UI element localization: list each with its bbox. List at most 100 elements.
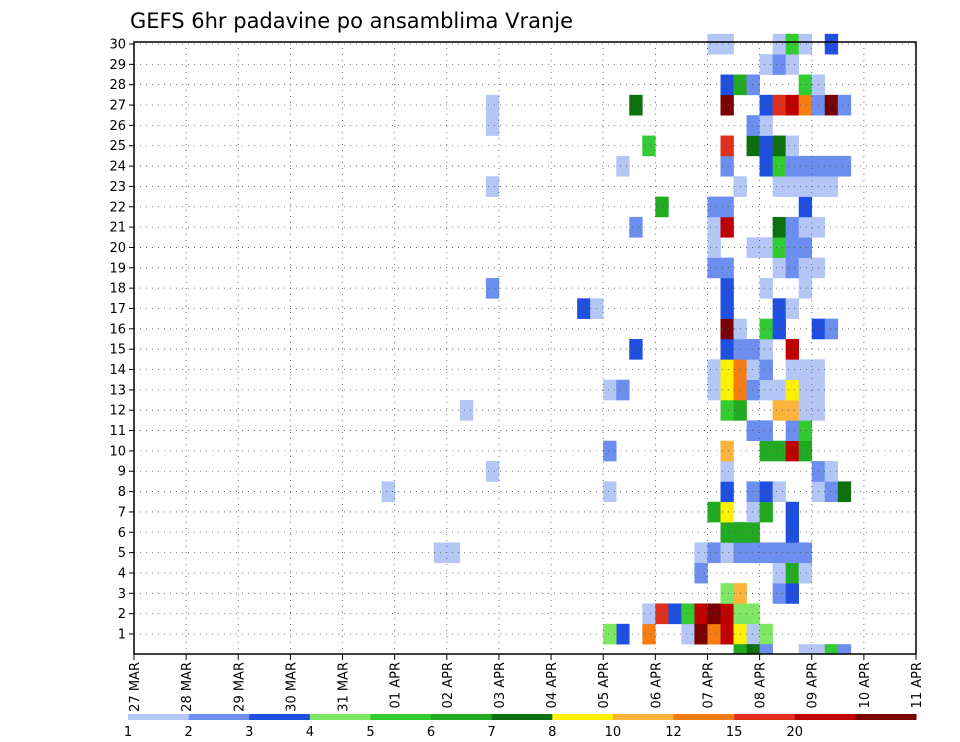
y-tick-label: 28 [109, 78, 126, 93]
heatmap-cell [629, 94, 643, 116]
heatmap-cell [772, 318, 786, 340]
heatmap-cell [759, 237, 773, 258]
colorbar-swatch [673, 714, 735, 720]
colorbar-swatch [734, 714, 796, 720]
heatmap-cell [759, 135, 773, 157]
heatmap-cell [772, 135, 786, 157]
heatmap-cell [603, 623, 617, 645]
y-tick-label: 19 [109, 261, 126, 276]
heatmap-cell [785, 94, 799, 116]
y-tick-label: 23 [109, 180, 126, 195]
y-tick-label: 10 [109, 444, 126, 459]
x-axis-ticks: 27 MAR 28 MAR 29 MAR 30 MAR 31 MAR 01 APR 02 A… [128, 654, 925, 712]
heatmap-cell [629, 216, 643, 238]
heatmap-cell [746, 542, 760, 564]
heatmap-cell [603, 481, 617, 503]
heatmap-cell [720, 379, 734, 401]
colorbar-swatch [794, 714, 856, 720]
heatmap-cell [746, 115, 760, 136]
heatmap-cell [798, 216, 813, 238]
heatmap-cell [772, 562, 786, 584]
heatmap-cell [707, 216, 721, 238]
heatmap-cell [381, 481, 395, 503]
colorbar-label: 4 [306, 725, 314, 740]
heatmap-cell [785, 501, 799, 523]
heatmap-cell [798, 196, 813, 218]
heatmap-cell [694, 623, 708, 645]
heatmap-cell [785, 440, 799, 462]
x-tick-label: 03 APR [493, 662, 508, 708]
heatmap-cell [824, 94, 839, 116]
heatmap-cell [746, 74, 760, 96]
heatmap-cell [759, 501, 773, 523]
heatmap-cell [720, 94, 734, 116]
colorbar-label: 2 [184, 725, 192, 740]
heatmap-cell [746, 420, 760, 442]
heatmap-cell [720, 298, 734, 319]
y-tick-label: 1 [118, 628, 126, 643]
y-tick-label: 8 [118, 485, 126, 500]
heatmap-cell [642, 603, 656, 625]
colorbar-label: 10 [605, 725, 622, 740]
heatmap-cell [459, 400, 474, 421]
heatmap-cell [824, 461, 839, 482]
heatmap-cell [485, 176, 500, 197]
heatmap-cell [707, 196, 721, 218]
heatmap-cell [746, 481, 760, 503]
heatmap-cell [707, 603, 721, 625]
heatmap-cell [785, 583, 799, 604]
heatmap-cell [485, 94, 500, 116]
heatmap-cell [759, 277, 773, 299]
y-tick-label: 27 [109, 99, 126, 114]
x-tick-label: 28 MAR [180, 662, 195, 712]
heatmap-cell [759, 359, 773, 380]
heatmap-cell [772, 216, 786, 238]
heatmap-cell [772, 440, 786, 462]
colorbar-label: 5 [366, 725, 374, 740]
heatmap-cell [798, 33, 813, 55]
y-tick-label: 6 [118, 526, 126, 541]
heatmap-cell [785, 400, 799, 421]
heatmap-cell [798, 542, 813, 564]
heatmap-cell [720, 257, 734, 279]
colorbar-swatch [370, 714, 432, 720]
heatmap-cell [772, 400, 786, 421]
heatmap-cell [798, 155, 813, 177]
heatmap-cell [798, 237, 813, 258]
heatmap-cell [772, 298, 786, 319]
y-tick-label: 14 [109, 363, 126, 378]
heatmap-cell [759, 542, 773, 564]
heatmap-cell [772, 94, 786, 116]
y-tick-label: 11 [109, 424, 126, 439]
heatmap-cell [668, 603, 682, 625]
heatmap-cell [720, 461, 734, 482]
x-tick-label: 30 MAR [284, 662, 299, 712]
heatmap-cell [720, 196, 734, 218]
heatmap-cell [837, 644, 852, 654]
heatmap-cell [798, 74, 813, 96]
heatmap-cell [824, 318, 839, 340]
heatmap-cell [785, 562, 799, 584]
heatmap-cell [785, 216, 799, 238]
heatmap-cell [785, 257, 799, 279]
grid-lines [134, 42, 916, 654]
heatmap-cell [720, 623, 734, 645]
heatmap-cell [772, 155, 786, 177]
y-tick-label: 3 [118, 587, 126, 602]
y-tick-label: 2 [118, 607, 126, 622]
heatmap-cell [759, 54, 773, 75]
heatmap-cell [824, 644, 839, 654]
heatmap-cell [485, 461, 500, 482]
colorbar-label: 6 [427, 725, 435, 740]
heatmap-cell [720, 339, 734, 360]
colorbar-swatch [612, 714, 675, 720]
heatmap-cell [772, 583, 786, 604]
heatmap-cell [720, 481, 734, 503]
heatmap-cell [772, 54, 786, 75]
x-tick-label: 08 APR [754, 662, 769, 708]
heatmap-cell [772, 379, 786, 401]
heatmap-cell [655, 196, 669, 218]
y-tick-label: 20 [109, 241, 126, 256]
heatmap-cell [720, 33, 734, 55]
